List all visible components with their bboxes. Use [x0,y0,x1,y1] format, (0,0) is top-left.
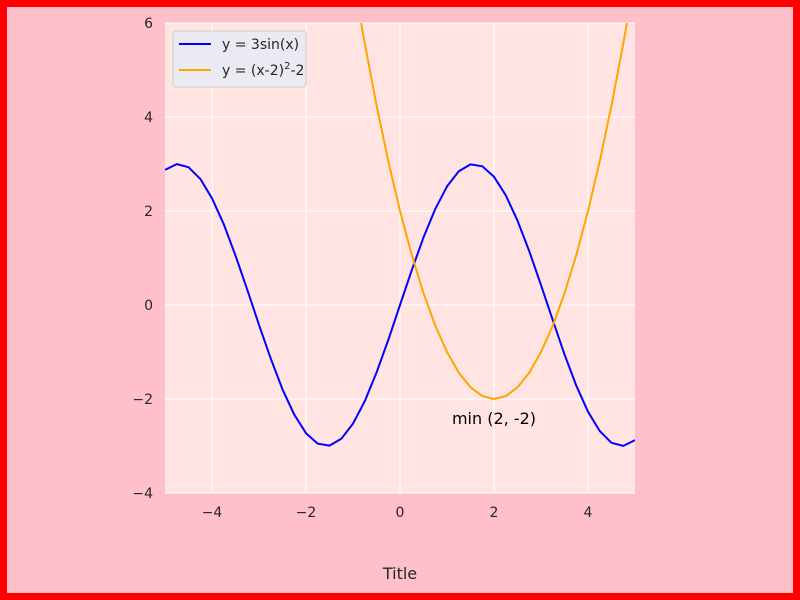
y-tick-label: −2 [132,392,153,408]
y-tick-label: −4 [132,486,153,502]
min-annotation: min (2, -2) [452,409,536,428]
y-tick-label: 4 [144,110,153,126]
y-tick-label: 6 [144,16,153,32]
x-tick-label: −2 [296,505,317,521]
legend-parabola-offset: -2 [290,63,304,79]
x-tick-label: 2 [490,505,499,521]
series-line-parabola [360,23,628,400]
y-tick-label: 2 [144,204,153,220]
series-line-sine [165,163,635,447]
series-lines [165,23,635,447]
grid [165,22,635,494]
x-tick-label: 4 [584,505,593,521]
y-axis-ticks: −4 −2 0 2 4 6 [132,16,153,502]
x-axis-ticks: −4 −2 0 2 4 [202,505,593,521]
y-tick-label: 0 [144,298,153,314]
legend-parabola-base: y = (x-2) [222,63,284,79]
chart-title: Title [382,564,417,583]
x-tick-label: 0 [396,505,405,521]
legend: y = 3sin(x) y = (x-2)2-2 [172,30,307,88]
legend-parabola-exponent: 2 [284,61,290,72]
legend-label-sine: y = 3sin(x) [222,37,299,53]
x-tick-label: −4 [202,505,223,521]
legend-label-parabola: y = (x-2)2-2 [222,61,304,79]
